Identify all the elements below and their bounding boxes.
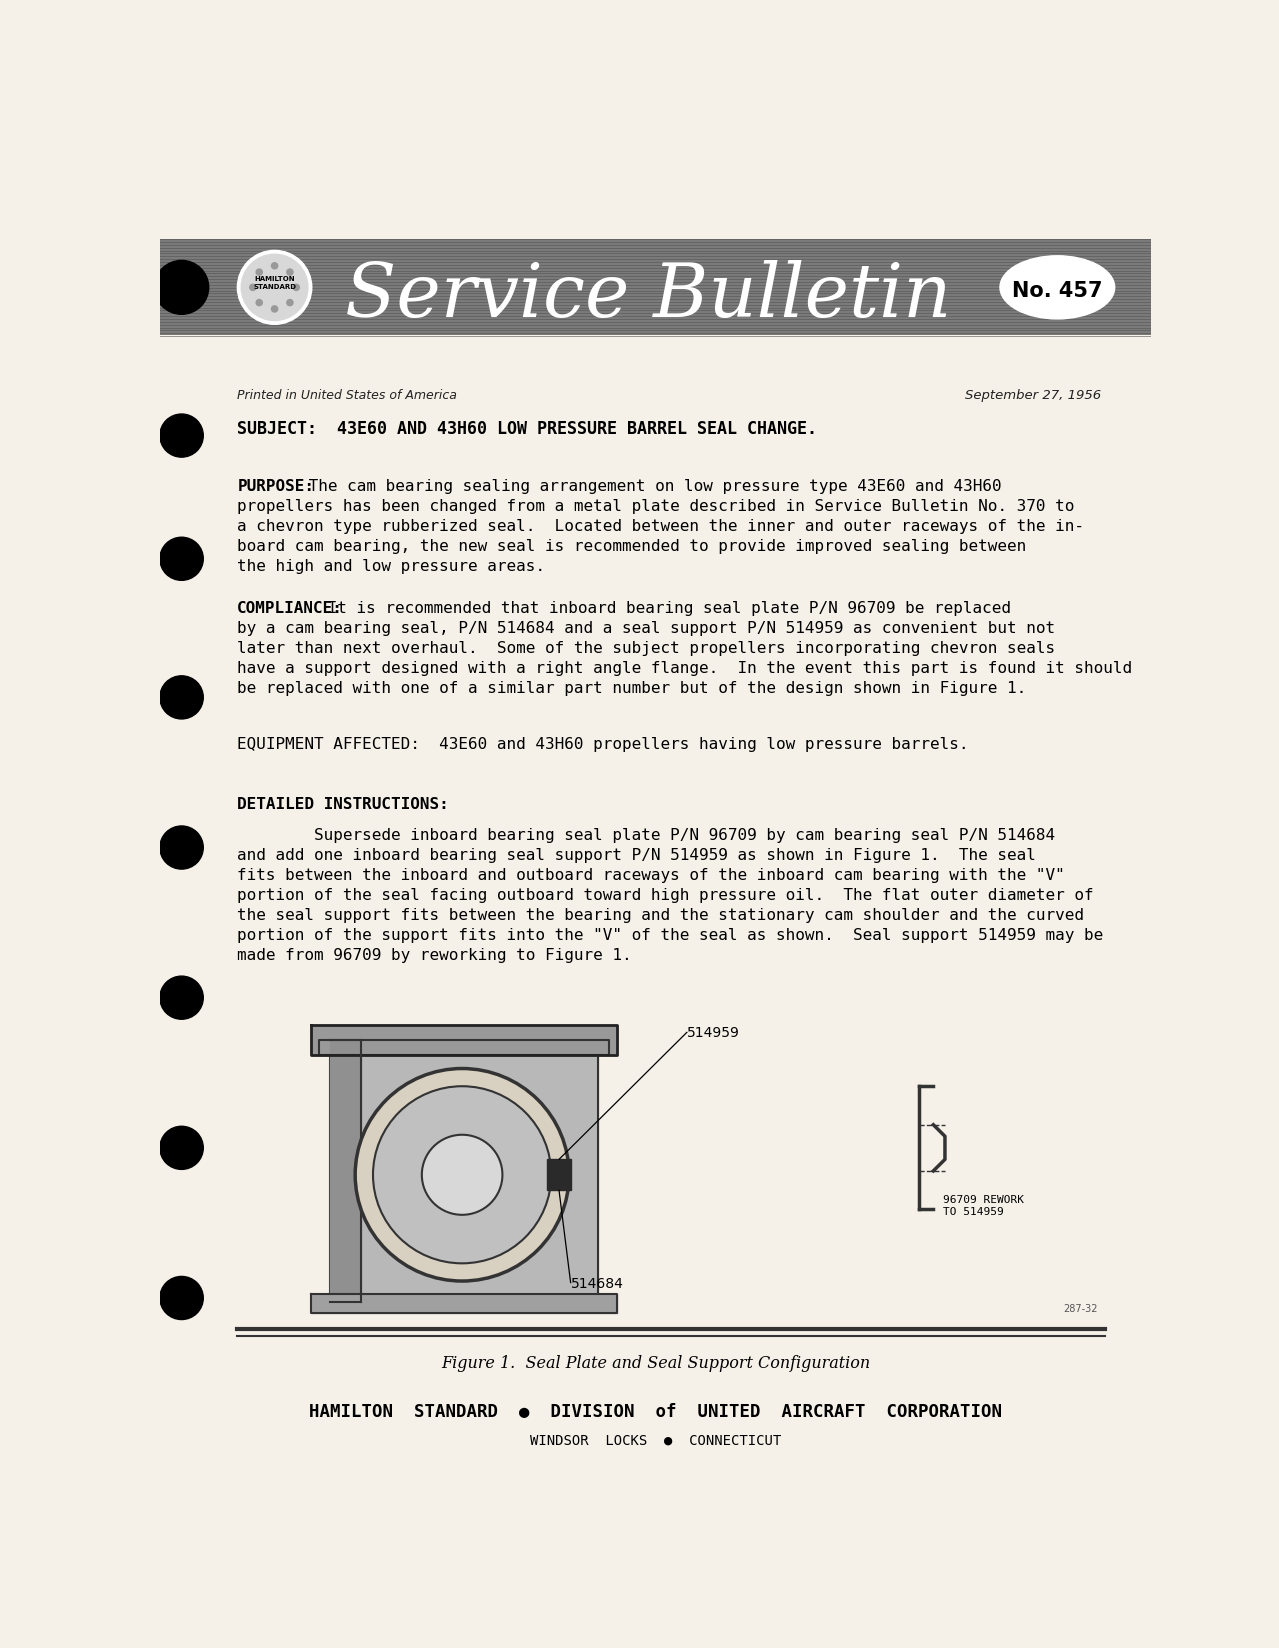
Circle shape (160, 415, 203, 458)
Bar (547, 1160, 570, 1190)
Text: 96709 REWORK
TO 514959: 96709 REWORK TO 514959 (943, 1195, 1023, 1216)
Text: 514684: 514684 (570, 1276, 623, 1290)
Text: the high and low pressure areas.: the high and low pressure areas. (238, 559, 545, 574)
Text: HAMILTON: HAMILTON (255, 275, 295, 282)
Text: and add one inboard bearing seal support P/N 514959 as shown in Figure 1.  The s: and add one inboard bearing seal support… (238, 847, 1036, 862)
Text: later than next overhaul.  Some of the subject propellers incorporating chevron : later than next overhaul. Some of the su… (238, 641, 1055, 656)
Text: a chevron type rubberized seal.  Located between the inner and outer raceways of: a chevron type rubberized seal. Located … (238, 519, 1085, 534)
Polygon shape (311, 1025, 618, 1056)
Text: PURPOSE:: PURPOSE: (238, 478, 315, 494)
Text: DETAILED INSTRUCTIONS:: DETAILED INSTRUCTIONS: (238, 796, 449, 811)
Text: It is recommended that inboard bearing seal plate P/N 96709 be replaced: It is recommended that inboard bearing s… (318, 602, 1010, 616)
Circle shape (256, 300, 262, 307)
Text: COMPLIANCE:: COMPLIANCE: (238, 602, 343, 616)
Text: have a support designed with a right angle flange.  In the event this part is fo: have a support designed with a right ang… (238, 661, 1132, 676)
Circle shape (422, 1135, 503, 1215)
Circle shape (356, 1070, 569, 1280)
Bar (160, 198, 1151, 241)
Text: the seal support fits between the bearing and the stationary cam shoulder and th: the seal support fits between the bearin… (238, 908, 1085, 923)
Text: EQUIPMENT AFFECTED:  43E60 and 43H60 propellers having low pressure barrels.: EQUIPMENT AFFECTED: 43E60 and 43H60 prop… (238, 737, 969, 751)
Text: No. 457: No. 457 (1012, 282, 1102, 302)
Circle shape (286, 270, 293, 275)
Text: 514959: 514959 (687, 1025, 739, 1040)
Circle shape (160, 977, 203, 1020)
Circle shape (160, 676, 203, 720)
Text: 287-32: 287-32 (1063, 1304, 1097, 1313)
Text: propellers has been changed from a metal plate described in Service Bulletin No.: propellers has been changed from a metal… (238, 499, 1074, 514)
Text: made from 96709 by reworking to Figure 1.: made from 96709 by reworking to Figure 1… (238, 948, 632, 962)
Text: portion of the support fits into the "V" of the seal as shown.  Seal support 514: portion of the support fits into the "V"… (238, 928, 1104, 943)
Text: WINDSOR  LOCKS  ●  CONNECTICUT: WINDSOR LOCKS ● CONNECTICUT (531, 1432, 781, 1447)
Circle shape (160, 826, 203, 870)
Circle shape (160, 1277, 203, 1320)
Polygon shape (311, 1294, 618, 1313)
Bar (160, 241, 1151, 336)
Text: The cam bearing sealing arrangement on low pressure type 43E60 and 43H60: The cam bearing sealing arrangement on l… (299, 478, 1001, 494)
Circle shape (286, 300, 293, 307)
Text: be replaced with one of a similar part number but of the design shown in Figure : be replaced with one of a similar part n… (238, 681, 1027, 695)
Circle shape (155, 262, 208, 315)
Text: Printed in United States of America: Printed in United States of America (238, 389, 458, 402)
Circle shape (271, 307, 278, 313)
Circle shape (373, 1086, 551, 1264)
Text: STANDARD: STANDARD (253, 283, 295, 290)
Text: board cam bearing, the new seal is recommended to provide improved sealing betwe: board cam bearing, the new seal is recom… (238, 539, 1027, 554)
Circle shape (160, 1127, 203, 1170)
Text: SUBJECT:  43E60 AND 43H60 LOW PRESSURE BARREL SEAL CHANGE.: SUBJECT: 43E60 AND 43H60 LOW PRESSURE BA… (238, 419, 817, 437)
Text: portion of the seal facing outboard toward high pressure oil.  The flat outer di: portion of the seal facing outboard towa… (238, 887, 1094, 901)
Circle shape (293, 285, 299, 292)
Text: September 27, 1956: September 27, 1956 (966, 389, 1101, 402)
Circle shape (242, 255, 308, 321)
Polygon shape (330, 1040, 597, 1302)
Circle shape (160, 537, 203, 582)
Polygon shape (318, 1040, 609, 1056)
Polygon shape (330, 1040, 362, 1302)
Circle shape (256, 270, 262, 275)
Circle shape (271, 264, 278, 270)
Text: Service Bulletin: Service Bulletin (345, 260, 952, 333)
Text: Supersede inboard bearing seal plate P/N 96709 by cam bearing seal P/N 514684: Supersede inboard bearing seal plate P/N… (238, 827, 1055, 842)
Text: fits between the inboard and outboard raceways of the inboard cam bearing with t: fits between the inboard and outboard ra… (238, 867, 1065, 882)
Circle shape (238, 250, 312, 325)
Text: HAMILTON  STANDARD  ●  DIVISION  of  UNITED  AIRCRAFT  CORPORATION: HAMILTON STANDARD ● DIVISION of UNITED A… (310, 1402, 1003, 1421)
Text: Figure 1.  Seal Plate and Seal Support Configuration: Figure 1. Seal Plate and Seal Support Co… (441, 1355, 871, 1371)
Text: by a cam bearing seal, P/N 514684 and a seal support P/N 514959 as convenient bu: by a cam bearing seal, P/N 514684 and a … (238, 621, 1055, 636)
Ellipse shape (1000, 257, 1115, 320)
Circle shape (249, 285, 256, 292)
